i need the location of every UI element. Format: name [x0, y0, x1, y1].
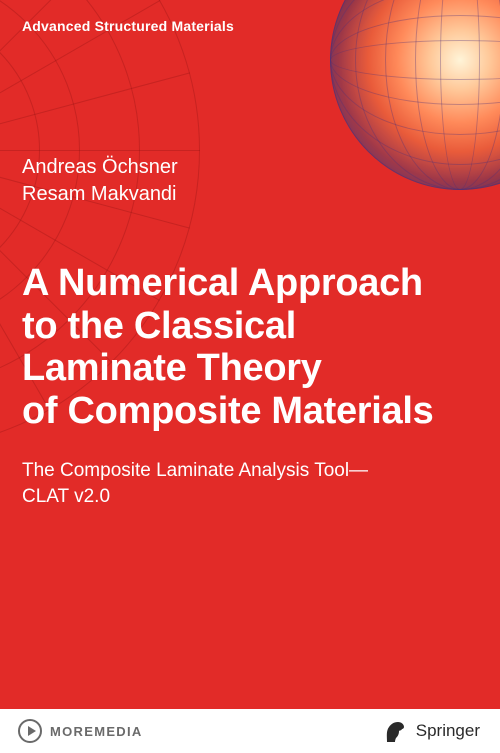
book-cover: Advanced Structured Materials Andreas Öc…: [0, 0, 500, 753]
springer-horse-icon: [383, 718, 407, 744]
publisher-name: Springer: [416, 721, 480, 741]
wire-spoke: [0, 0, 160, 301]
play-icon: [18, 719, 42, 743]
title-line: A Numerical Approach: [22, 262, 478, 305]
author-name: Andreas Öchsner: [22, 154, 178, 181]
book-title: A Numerical Approachto the ClassicalLami…: [22, 262, 478, 432]
title-line: Laminate Theory: [22, 347, 478, 390]
subtitle-line: CLAT v2.0: [22, 484, 460, 510]
subtitle-line: The Composite Laminate Analysis Tool—: [22, 458, 460, 484]
wire-spoke: [0, 150, 200, 151]
sphere-decor: [330, 0, 500, 190]
series-label: Advanced Structured Materials: [22, 18, 234, 34]
author-name: Resam Makvandi: [22, 181, 178, 208]
wire-ring: [0, 10, 40, 290]
publisher-block: Springer: [383, 718, 480, 744]
book-subtitle: The Composite Laminate Analysis Tool—CLA…: [22, 458, 460, 509]
moremedia-badge: MOREMEDIA: [18, 719, 143, 743]
authors-block: Andreas ÖchsnerResam Makvandi: [22, 154, 178, 208]
sphere-gridline: [330, 0, 500, 190]
footer-bar: MOREMEDIA Springer: [0, 709, 500, 753]
title-line: of Composite Materials: [22, 390, 478, 433]
moremedia-label: MOREMEDIA: [50, 724, 143, 739]
title-line: to the Classical: [22, 305, 478, 348]
wire-spoke: [0, 0, 160, 301]
